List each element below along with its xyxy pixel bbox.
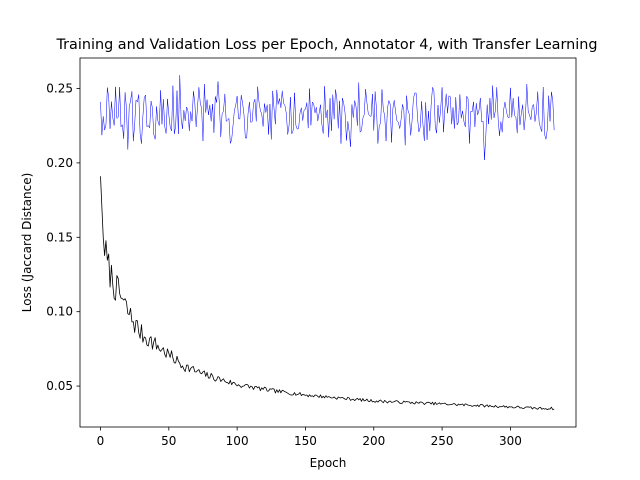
plot-area [80, 58, 576, 427]
x-tick-label: 300 [499, 434, 522, 448]
x-tick-label: 50 [161, 434, 176, 448]
x-axis: 0 50 100 150 200 250 300 [97, 427, 522, 448]
x-tick-label: 150 [294, 434, 317, 448]
y-tick-label: 0.05 [46, 379, 73, 393]
plot-background [80, 58, 576, 427]
y-tick-label: 0.15 [46, 230, 73, 244]
y-axis: 0.05 0.10 0.15 0.20 0.25 [46, 82, 80, 393]
x-tick-label: 100 [226, 434, 249, 448]
x-tick-label: 200 [362, 434, 385, 448]
x-tick-label: 0 [97, 434, 105, 448]
plot-frame [79, 57, 577, 428]
y-tick-label: 0.25 [46, 82, 73, 96]
y-axis-label: Loss (Jaccard Distance) [20, 173, 34, 313]
x-axis-label: Epoch [310, 456, 347, 470]
chart-title: Training and Validation Loss per Epoch, … [55, 37, 597, 53]
y-tick-label: 0.10 [46, 305, 73, 319]
series-line-validation [100, 74, 555, 161]
series-layer [100, 74, 555, 411]
series-line-training [100, 176, 555, 411]
y-tick-label: 0.20 [46, 156, 73, 170]
x-tick-label: 250 [431, 434, 454, 448]
